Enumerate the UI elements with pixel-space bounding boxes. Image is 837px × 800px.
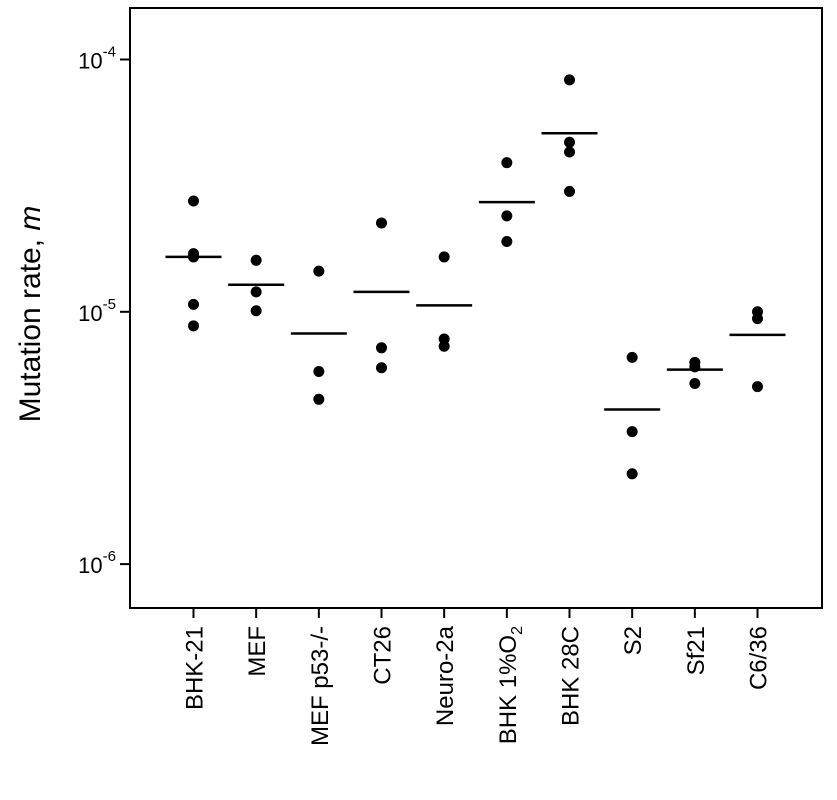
data-point xyxy=(313,265,325,277)
data-point xyxy=(313,365,325,377)
y-tick-label: 10-5 xyxy=(78,296,116,326)
data-point xyxy=(250,305,262,317)
data-point xyxy=(564,136,575,148)
data-point xyxy=(564,74,575,86)
x-category-label: Sf21 xyxy=(683,626,710,675)
data-point xyxy=(188,298,199,310)
y-axis-title: Mutation rate, m xyxy=(14,206,47,423)
data-point xyxy=(250,254,262,266)
data-point xyxy=(188,195,199,207)
data-point xyxy=(564,185,575,197)
plot-frame xyxy=(129,7,823,609)
data-point xyxy=(752,381,763,393)
y-tick-label: 10-6 xyxy=(78,548,116,578)
data-point xyxy=(376,362,387,374)
x-category-label: BHK 28C xyxy=(558,626,585,726)
data-point xyxy=(626,468,638,480)
data-point xyxy=(689,377,701,389)
data-point xyxy=(376,217,387,229)
y-tick-label: 10-4 xyxy=(78,44,116,74)
data-point xyxy=(626,426,638,438)
data-point xyxy=(438,251,450,263)
data-point xyxy=(501,210,513,222)
data-points xyxy=(188,74,763,480)
x-category-label: BHK 1%O2 xyxy=(495,626,526,744)
data-point xyxy=(376,342,387,354)
data-point xyxy=(188,320,199,332)
mean-lines xyxy=(165,132,786,411)
x-category-label: CT26 xyxy=(370,626,397,685)
x-category-label: Neuro-2a xyxy=(432,625,459,726)
data-point xyxy=(752,313,763,325)
x-category-label: MEF p53-/- xyxy=(307,626,334,746)
data-point xyxy=(626,351,638,363)
x-category-label: BHK-21 xyxy=(182,626,209,710)
data-point xyxy=(438,340,450,352)
x-category-label: S2 xyxy=(620,626,647,655)
data-point xyxy=(250,286,262,298)
x-category-label: MEF xyxy=(244,626,271,677)
x-category-label: C6/36 xyxy=(746,626,773,690)
x-axis-category-labels: BHK-21 MEF MEF p53-/- CT26 Neuro-2a BHK 1%O2 B… xyxy=(182,608,773,746)
data-point xyxy=(564,146,575,158)
y-axis-ticks: 10-6 10-5 10-4 xyxy=(78,44,130,578)
data-point xyxy=(313,393,325,405)
data-point xyxy=(501,235,513,247)
data-point xyxy=(501,157,513,169)
